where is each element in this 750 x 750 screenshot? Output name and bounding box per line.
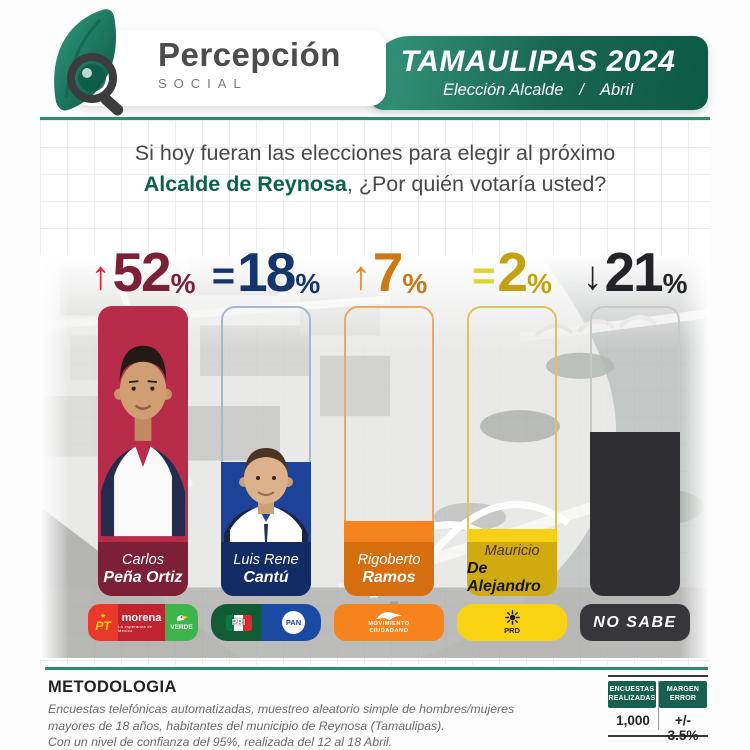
pct-sign: % [295,268,321,299]
surveys-header: ENCUESTAS REALIZADAS [608,681,656,708]
prd-sun-icon [504,610,520,625]
candidate-first-name: Luis Rene [233,551,299,568]
pct-no-sabe: ↓ 21 % [570,236,700,300]
pct-carlos: ↑ 52 % [78,236,208,300]
pct-luis: = 18 % [201,236,331,300]
poll-question: Si hoy fueran las elecciones para elegir… [40,138,710,200]
margin-value: +/- 3.5% [667,713,699,743]
trend-equal-icon: = [472,254,496,298]
parties-rigoberto: MOVIMIENTO CIUDADANO [334,604,444,641]
parties-luis: PRI PAN [211,604,321,641]
name-box-luis: Luis Rene Cantú [221,542,311,596]
table-divider [658,681,659,730]
bar-carlos: Carlos Peña Ortiz [98,306,188,596]
pct-value: 21 [604,241,663,303]
pct-sign: % [170,268,196,299]
mc-eagle-icon [376,612,402,621]
morena-tagline: La esperanza de México [118,623,153,633]
pan-logo: PAN [266,604,321,641]
banner-subtitle: Elección Alcalde / Abril [368,81,708,100]
parties-mauricio: PRD [457,604,567,641]
pct-value: 7 [372,241,404,303]
candidate-first-name: Rigoberto [357,551,421,568]
candidate-last-name: De Alejandro [467,559,541,595]
methodology-title: METODOLOGIA [48,678,177,696]
trend-up-icon: ↑ [90,254,111,298]
candidate-photo-luis [224,438,308,542]
banner-election: Elección Alcalde [442,81,564,99]
banner-title: TAMAULIPAS 2024 [400,45,676,78]
candidate-first-name: Mauricio [484,542,540,559]
bar-no-sabe [590,306,680,596]
brand-logo-text: Percepción SOCIAL [158,36,341,91]
bar-rigoberto: Rigoberto Ramos [344,306,434,596]
methodology-text: Encuestas telefónicas automatizadas, mue… [48,701,514,750]
question-rest: , ¿Por quién votaría usted? [346,172,607,196]
candidate-last-name: Peña Ortiz [103,568,183,586]
candidate-last-name: Cantú [243,568,289,586]
verde-logo: VERDE [165,604,198,641]
pct-rigoberto: ↑ 7 % [324,236,454,300]
leaf-magnifier-icon [40,6,150,124]
trend-up-icon: ↑ [350,254,371,298]
brand-name: Percepción [158,36,341,73]
trend-equal-icon: = [211,254,236,298]
candidate-last-name: Ramos [362,568,416,586]
brand-logo-card: Percepción SOCIAL [74,30,386,106]
bar-fill [590,432,680,596]
candidate-first-name: Carlos [122,551,164,568]
banner-separator: / [579,81,585,99]
surveys-value: 1,000 [616,713,650,728]
brand-subname: SOCIAL [158,76,248,91]
pct-sign: % [402,268,428,299]
pct-sign: % [662,268,688,299]
margin-header: MARGEN ERROR [659,681,707,708]
bar-mauricio: Mauricio De Alejandro [467,306,557,596]
pt-star-icon: ★ [99,613,107,620]
question-highlight: Alcalde de Reynosa [143,172,347,196]
toucan-icon [176,615,189,622]
photo-fade-left [40,255,70,658]
pri-logo: PRI [211,604,266,641]
pt-logo: ★ PT [88,604,118,641]
pct-value: 52 [112,241,171,303]
pct-mauricio: = 2 % [447,236,577,300]
photo-fade-right [680,255,710,658]
methodology-line3: Con un nivel de confianza del 95%, reali… [48,735,393,749]
pct-value: 2 [497,241,528,303]
edition-banner: TAMAULIPAS 2024 Elección Alcalde / Abril [368,36,708,110]
pct-sign: % [527,268,552,299]
parties-carlos: ★ PT morena La esperanza de México VERDE [88,604,198,641]
name-box-rigoberto: Rigoberto Ramos [344,542,434,596]
candidate-photo-carlos [101,310,185,542]
bar-luis: Luis Rene Cantú [221,306,311,596]
trend-down-icon: ↓ [582,254,603,298]
name-box-mauricio: Mauricio De Alejandro [467,542,557,596]
pct-value: 18 [237,241,296,303]
stats-table: ENCUESTAS REALIZADAS MARGEN ERROR 1,000 … [608,675,708,743]
header-divider [40,117,710,120]
methodology-line1: Encuestas telefónicas automatizadas, mue… [48,702,515,716]
question-line1: Si hoy fueran las elecciones para elegir… [134,141,616,165]
name-box-carlos: Carlos Peña Ortiz [98,542,188,596]
banner-month: Abril [600,81,634,99]
footer-divider [45,667,708,670]
no-sabe-label: NO SABE [580,604,690,641]
morena-logo: morena La esperanza de México [118,604,165,641]
methodology-line2: mayores de 18 años, habitantes del munic… [48,718,445,733]
